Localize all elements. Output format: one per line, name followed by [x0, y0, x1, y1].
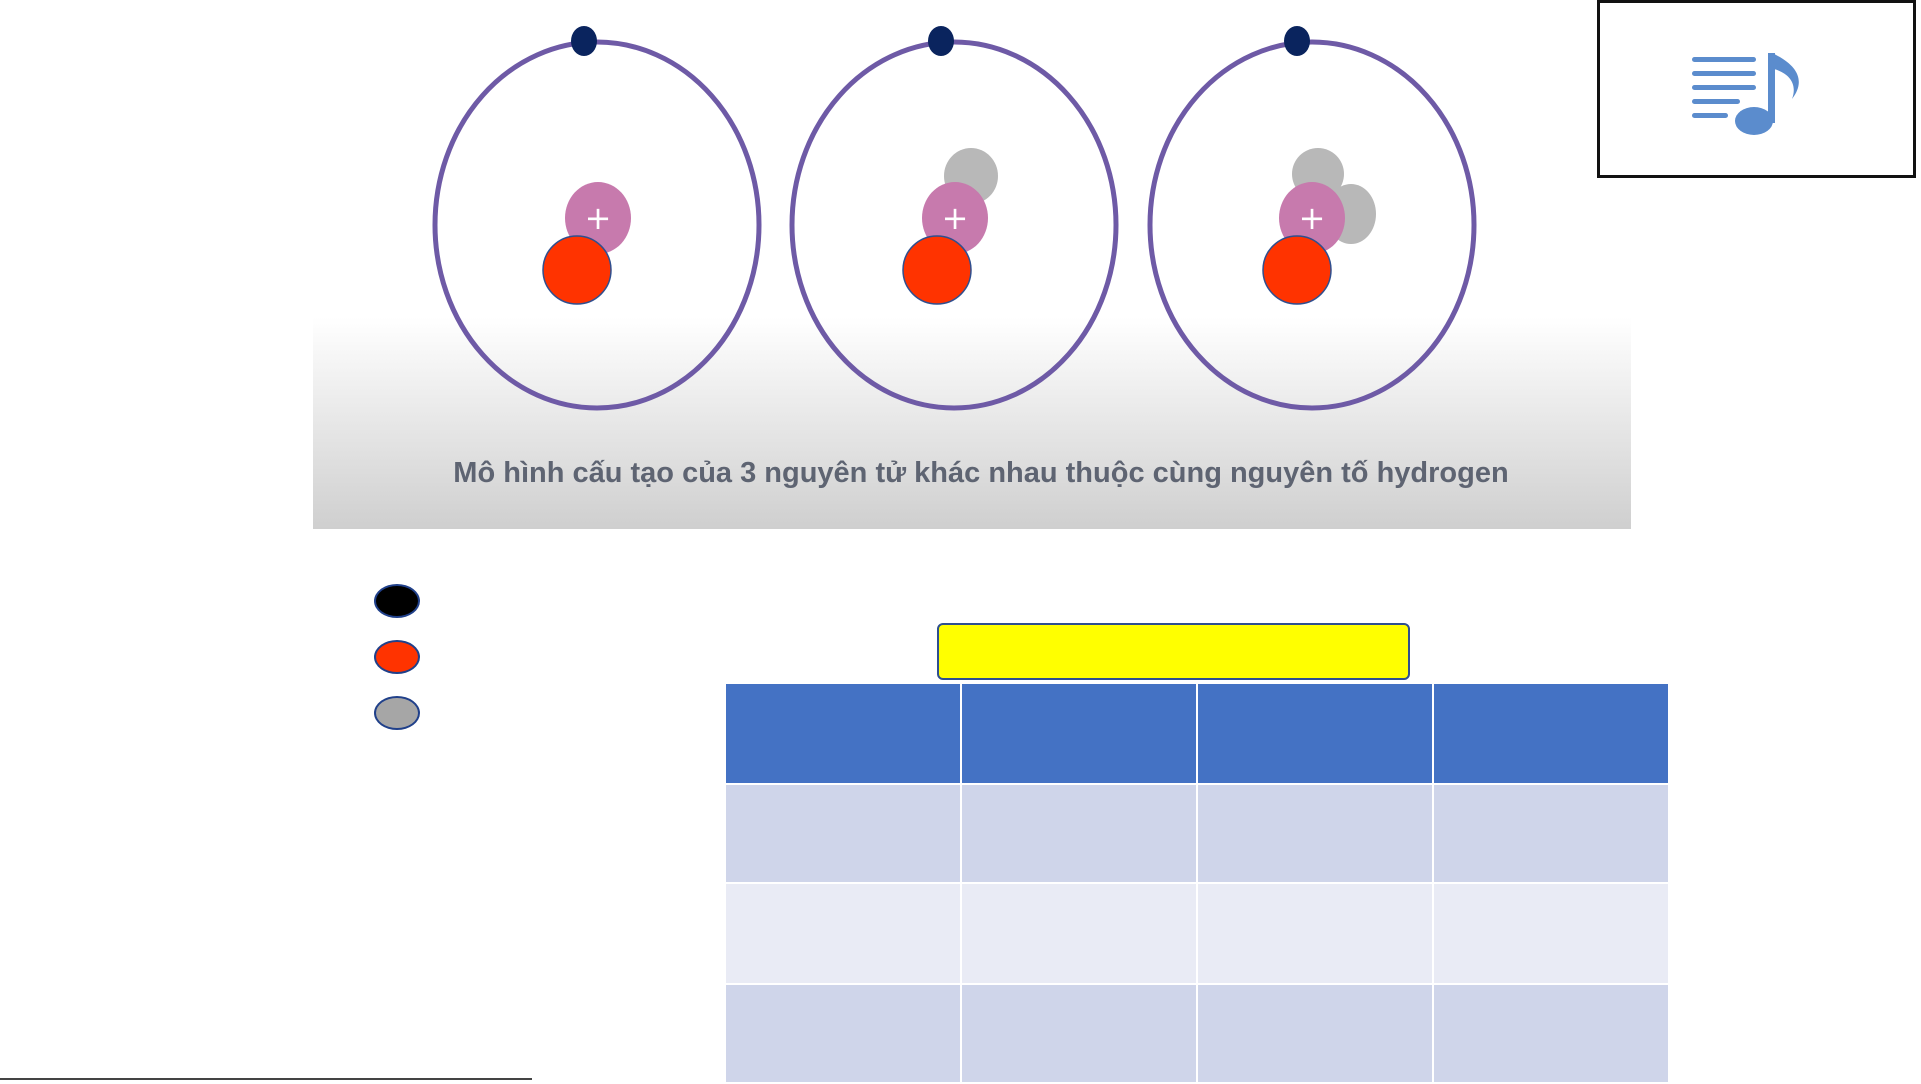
- atom-tritium: +: [1147, 26, 1477, 411]
- table-title-box: [937, 623, 1410, 680]
- table-cell: [1196, 983, 1434, 1084]
- proton-symbol: +: [585, 199, 612, 237]
- table-cell: [1196, 882, 1434, 985]
- playlist-music-icon: [1692, 53, 1799, 135]
- table-header-cell: [724, 682, 962, 785]
- table-cell: [1432, 783, 1670, 884]
- table-cell: [960, 882, 1198, 985]
- table-row: [724, 983, 1670, 1084]
- image-background: [313, 0, 1631, 529]
- data-table: [724, 682, 1670, 1084]
- electron: [571, 26, 597, 56]
- table-cell: [960, 783, 1198, 884]
- legend-red-dot: [374, 640, 420, 674]
- atom-protium: +: [432, 26, 762, 411]
- table-header-cell: [1432, 682, 1670, 785]
- hydrogen-isotopes-image: + + + Mô hình cấu: [313, 0, 1631, 529]
- table-cell: [960, 983, 1198, 1084]
- atom-deuterium: +: [789, 26, 1119, 411]
- table-cell: [1432, 882, 1670, 985]
- table-cell: [1432, 983, 1670, 1084]
- orbit-ring: [789, 39, 1119, 411]
- table-cell: [1196, 783, 1434, 884]
- table-header-cell: [1196, 682, 1434, 785]
- electron: [928, 26, 954, 56]
- table-cell: [724, 882, 962, 985]
- red-particle: [902, 235, 972, 305]
- table-header-row: [724, 682, 1670, 785]
- legend-neutron-dot: [374, 696, 420, 730]
- red-particle: [542, 235, 612, 305]
- data-table-container: [724, 682, 1670, 1084]
- divider-line: [0, 1078, 532, 1080]
- legend-electron-dot: [374, 584, 420, 618]
- diagram-caption: Mô hình cấu tạo của 3 nguyên tử khác nha…: [453, 457, 1508, 489]
- table-cell: [724, 983, 962, 1084]
- proton-symbol: +: [1299, 199, 1326, 237]
- table-row: [724, 783, 1670, 884]
- red-particle: [1262, 235, 1332, 305]
- table-header-cell: [960, 682, 1198, 785]
- table-cell: [724, 783, 962, 884]
- audio-button[interactable]: [1597, 0, 1916, 178]
- proton-symbol: +: [942, 199, 969, 237]
- table-row: [724, 882, 1670, 985]
- orbit-ring: [432, 39, 762, 411]
- electron: [1284, 26, 1310, 56]
- orbit-ring: [1147, 39, 1477, 411]
- hydrogen-isotopes-diagram: + + + Mô hình cấu: [313, 0, 1631, 529]
